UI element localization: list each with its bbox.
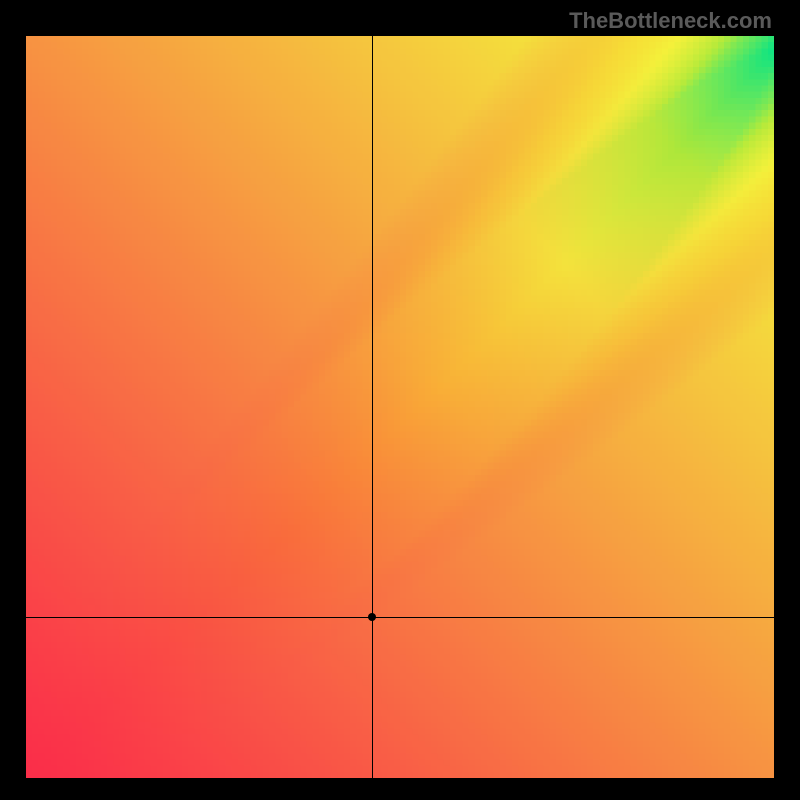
source-watermark: TheBottleneck.com	[569, 8, 772, 34]
outer-frame: TheBottleneck.com	[0, 0, 800, 800]
crosshair-vertical	[372, 36, 373, 778]
chart-area	[26, 36, 774, 778]
bottleneck-heatmap	[26, 36, 774, 778]
crosshair-horizontal	[26, 617, 774, 618]
selection-marker[interactable]	[368, 613, 376, 621]
